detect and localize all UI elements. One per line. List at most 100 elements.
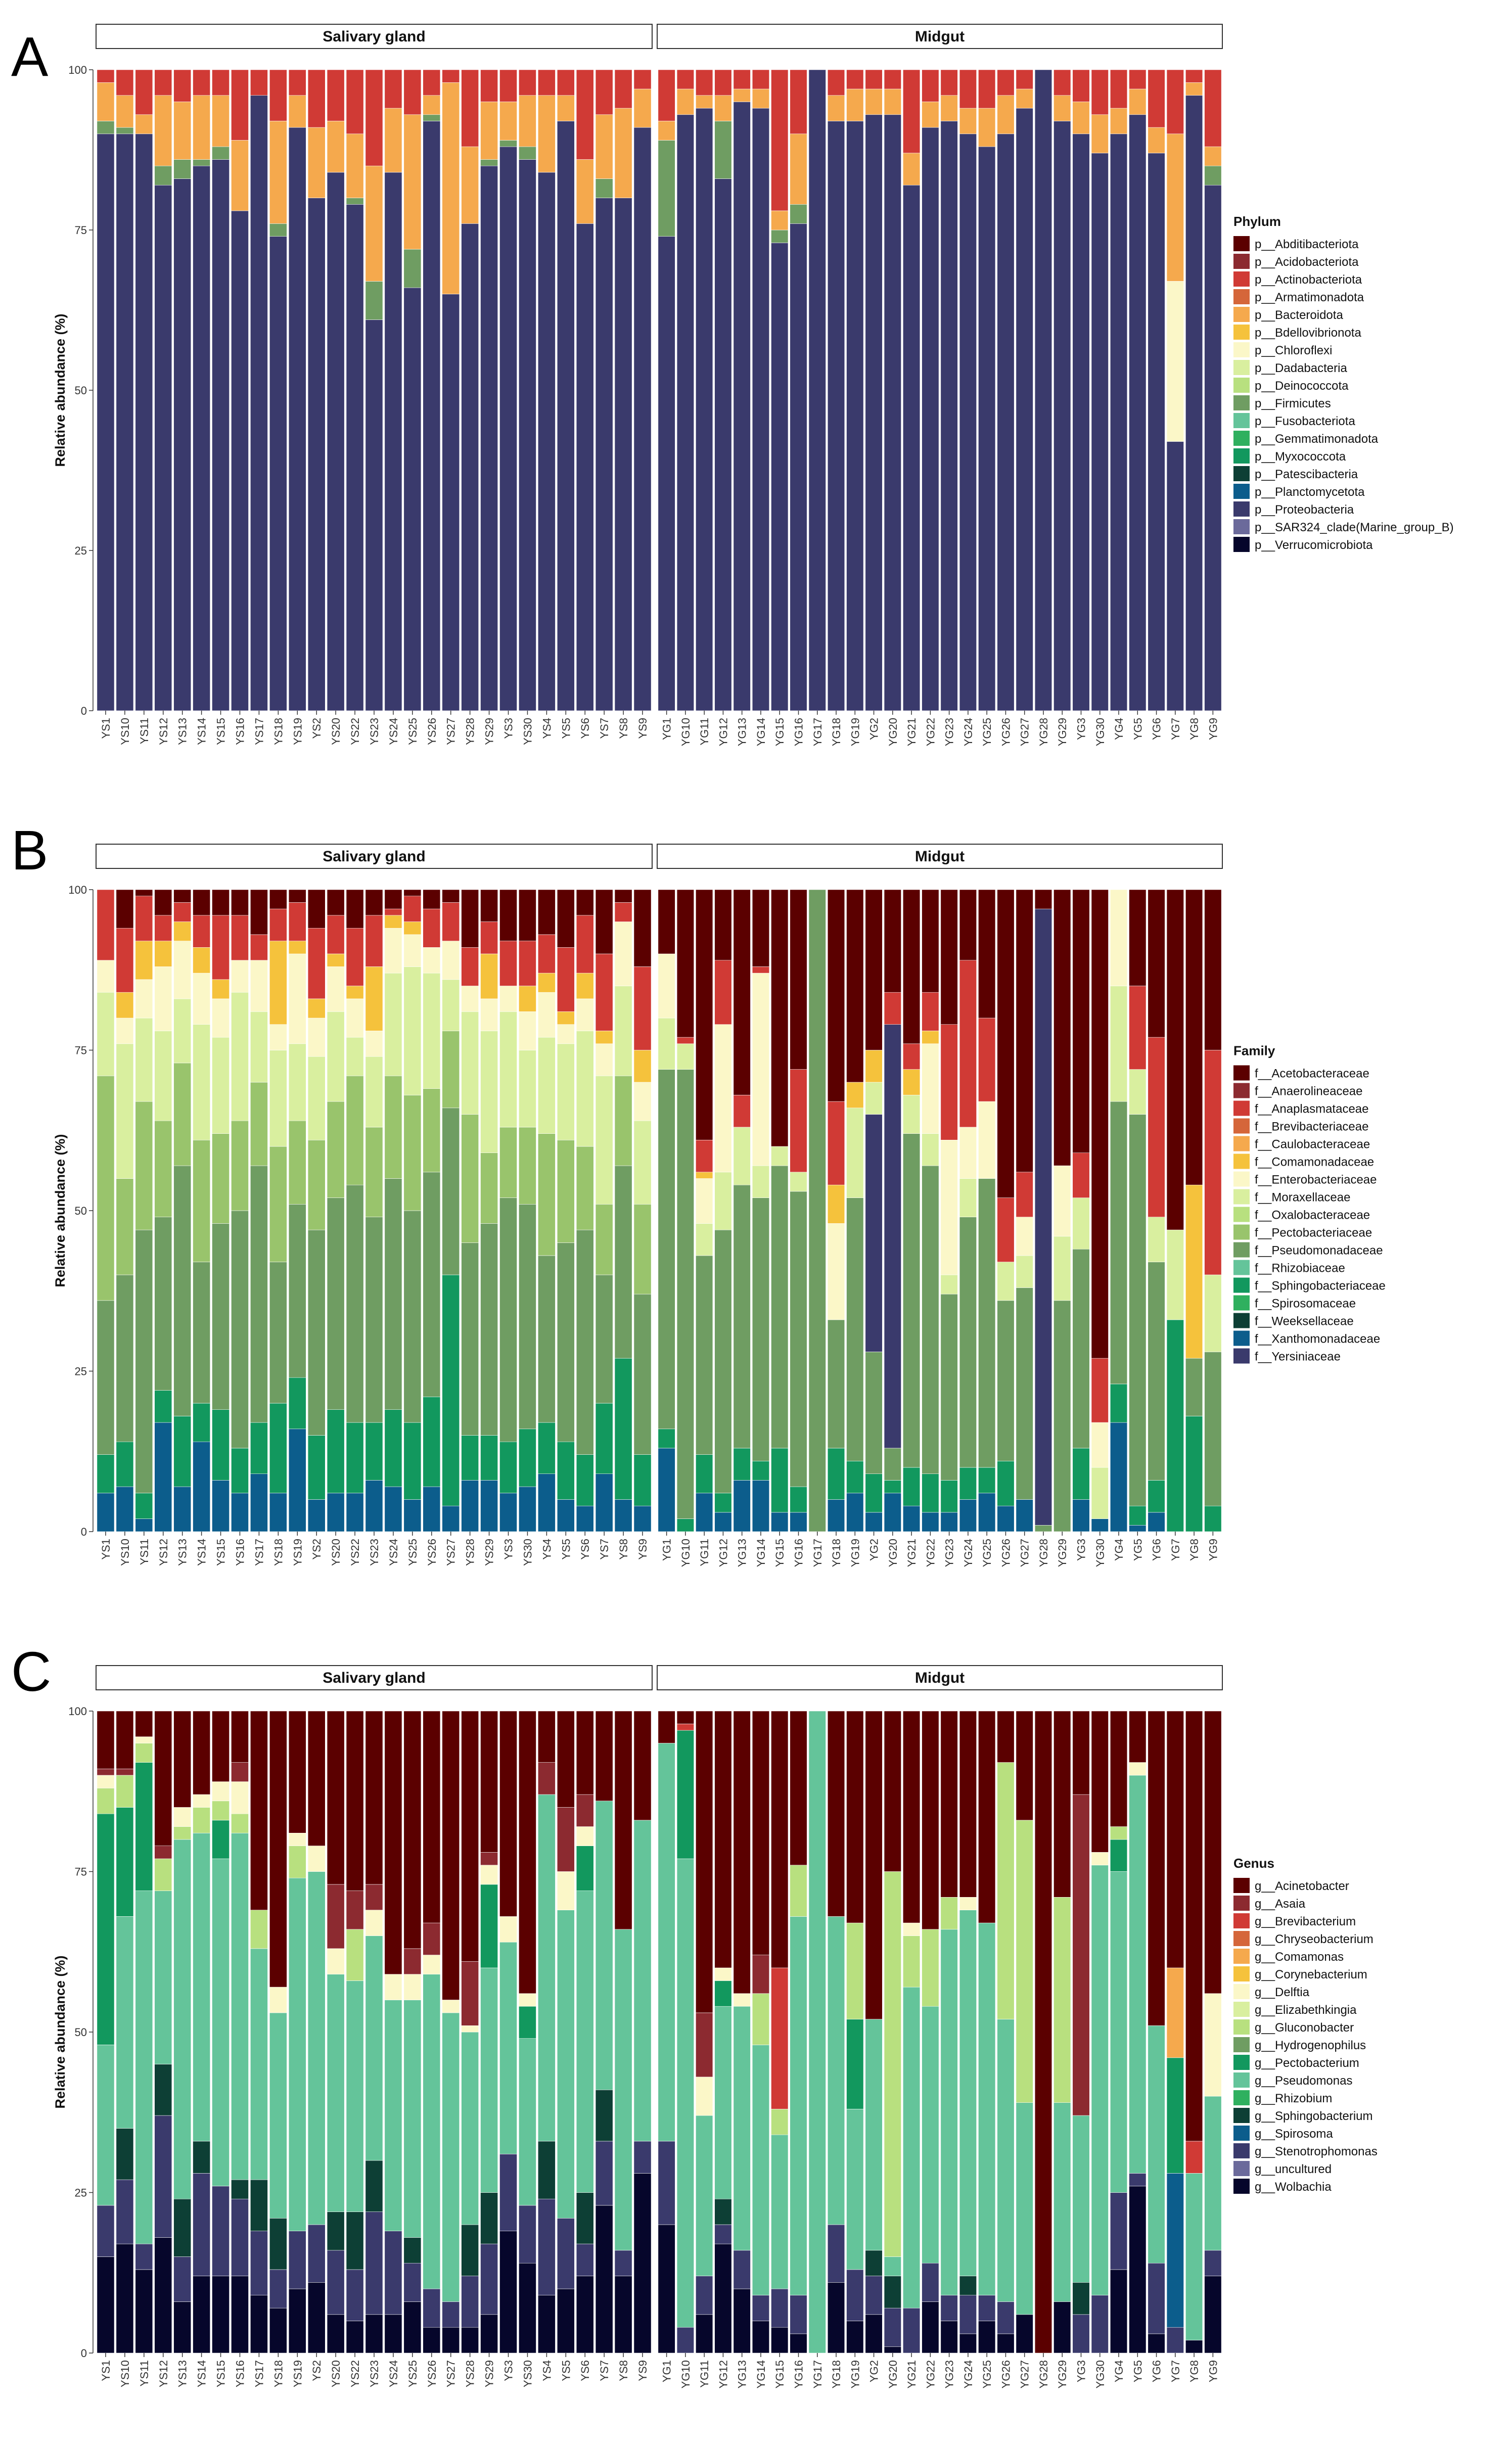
bar-segment-left-YS15-p__Actinobacteriota xyxy=(212,69,230,96)
x-tick-label-YG14: YG14 xyxy=(755,718,767,746)
bar-segment-left-YS8-f__Acetobacteraceae xyxy=(614,889,632,903)
bar-segment-right-YG27-g__Pseudomonas xyxy=(1016,2102,1033,2315)
bar-segment-right-YG23-g__Stenotrophomonas xyxy=(940,2295,958,2321)
bar-segment-right-YG12-p__Actinobacteriota xyxy=(714,69,732,96)
legend-swatch-p__Chloroflexi xyxy=(1233,342,1250,357)
bar-segment-left-YS3-p__Firmicutes xyxy=(499,140,517,147)
bar-segment-left-YS11-g__Acinetobacter xyxy=(135,1711,153,1737)
bar-segment-left-YS28-f__Acetobacteraceae xyxy=(461,889,479,948)
x-tick-label-YG8: YG8 xyxy=(1188,2360,1201,2382)
bar-segment-right-YG16-f__Sphingobacteriaceae xyxy=(790,1486,807,1513)
bar-segment-right-YG2-f__Sphingobacteriaceae xyxy=(865,1473,883,1513)
bar-segment-left-YS6-g__Wolbachia xyxy=(576,2276,594,2354)
bar-segment-left-YS23-g__Sphingobacterium xyxy=(365,2160,383,2212)
bar-segment-right-YG20-f__Yersiniaceae xyxy=(884,1024,901,1449)
bar-segment-right-YG27-p__Bacteroidota xyxy=(1016,88,1033,109)
bar-segment-left-YS11-f__Pseudomonadaceae xyxy=(135,1229,153,1494)
legend-swatch-g__Corynebacterium xyxy=(1233,1966,1250,1981)
bar-segment-right-YG13-g__Wolbachia xyxy=(733,2288,751,2354)
bar-segment-right-YG20-g__Stenotrophomonas xyxy=(884,2308,901,2347)
bar-segment-left-YS10-f__Xanthomonadaceae xyxy=(116,1486,134,1532)
bar-segment-left-YS8-f__Enterobacteriaceae xyxy=(614,921,632,986)
bar-segment-left-YS16-g__Stenotrophomonas xyxy=(231,2198,249,2276)
bar-segment-left-YS27-p__Actinobacteriota xyxy=(442,69,460,83)
bar-segment-right-YG24-f__Pseudomonadaceae xyxy=(959,1217,977,1468)
bar-segment-left-YS9-f__Comamonadaceae xyxy=(633,1050,652,1083)
bar-segment-left-YS7-g__Pseudomonas xyxy=(595,1801,613,2090)
bar-segment-right-YG5-f__Xanthomonadaceae xyxy=(1129,1525,1147,1532)
bar-segment-right-YG26-g__Wolbachia xyxy=(997,2333,1015,2354)
bar-segment-left-YS18-f__Xanthomonadaceae xyxy=(269,1493,287,1532)
bar-segment-right-YG3-f__Moraxellaceae xyxy=(1072,1197,1090,1250)
bar-segment-left-YS2-p__Bacteroidota xyxy=(307,127,326,198)
x-tick-label-YS19: YS19 xyxy=(291,2360,304,2387)
bar-segment-left-YS1-f__Anaplasmataceae xyxy=(97,889,115,960)
x-tick-label-YS14: YS14 xyxy=(196,718,208,745)
bar-segment-right-YG22-f__Acetobacteraceae xyxy=(922,889,939,993)
bar-segment-left-YS3-g__Delftia xyxy=(499,1916,517,1943)
legend-label-p__Deinococcota: p__Deinococcota xyxy=(1255,379,1349,393)
x-tick-label-YG22: YG22 xyxy=(924,1539,937,1567)
bar-segment-right-YG6-p__Actinobacteriota xyxy=(1148,69,1165,128)
x-tick-label-YS16: YS16 xyxy=(234,718,246,745)
bar-segment-left-YS30-f__Enterobacteriaceae xyxy=(519,1011,536,1050)
legend-label-g__Hydrogenophilus: g__Hydrogenophilus xyxy=(1255,2039,1366,2052)
bar-segment-left-YS12-f__Anaplasmataceae xyxy=(154,915,172,941)
x-tick-label-YG18: YG18 xyxy=(830,718,843,746)
bar-segment-right-YG29-p__Proteobacteria xyxy=(1053,121,1071,711)
bar-segment-left-YS8-f__Sphingobacteriaceae xyxy=(614,1358,632,1500)
bar-segment-right-YG19-g__Acinetobacter xyxy=(846,1711,864,1923)
bar-segment-left-YS26-f__Enterobacteriaceae xyxy=(423,947,441,974)
x-tick-label-YG17: YG17 xyxy=(811,2360,824,2388)
bar-segment-left-YS22-g__Acinetobacter xyxy=(346,1711,364,1891)
bar-segment-left-YS27-g__Stenotrophomonas xyxy=(442,2301,460,2328)
bar-segment-right-YG3-f__Sphingobacteriaceae xyxy=(1072,1448,1090,1500)
x-tick-label-YG13: YG13 xyxy=(736,2360,749,2388)
bar-segment-right-YG30-p__Actinobacteriota xyxy=(1091,69,1109,115)
bar-segment-right-YG28-f__Yersiniaceae xyxy=(1034,908,1052,1526)
bar-segment-left-YS12-g__Stenotrophomonas xyxy=(154,2115,172,2238)
legend-swatch-g__Gluconobacter xyxy=(1233,2019,1250,2035)
bar-segment-right-YG6-f__Pseudomonadaceae xyxy=(1148,1262,1165,1481)
bar-segment-left-YS5-g__Asaia xyxy=(557,1807,575,1872)
bar-segment-left-YS26-g__Delftia xyxy=(423,1955,441,1975)
bar-segment-left-YS24-g__Wolbachia xyxy=(384,2314,402,2354)
bar-segment-left-YS10-f__Sphingobacteriaceae xyxy=(116,1441,134,1487)
bar-segment-left-YS24-p__Proteobacteria xyxy=(384,172,402,711)
bar-segment-left-YS30-g__Pseudomonas xyxy=(519,2038,536,2206)
bar-segment-left-YS26-f__Pectobacteriaceae xyxy=(423,1088,441,1173)
bar-segment-left-YS23-g__Delftia xyxy=(365,1910,383,1936)
bar-segment-left-YS15-f__Moraxellaceae xyxy=(212,1037,230,1134)
x-tick-label-YG29: YG29 xyxy=(1056,718,1069,746)
bar-segment-right-YG26-f__Sphingobacteriaceae xyxy=(997,1461,1015,1506)
bar-segment-left-YS13-f__Pseudomonadaceae xyxy=(173,1165,192,1416)
bar-segment-left-YS7-f__Pectobacteriaceae xyxy=(595,1204,613,1275)
bar-segment-left-YS16-f__Acetobacteraceae xyxy=(231,889,249,916)
bar-segment-left-YS29-f__Pseudomonadaceae xyxy=(480,1223,498,1436)
bar-segment-left-YS20-g__Asaia xyxy=(327,1884,345,1949)
x-tick-label-YG21: YG21 xyxy=(905,718,918,746)
bar-segment-right-YG11-f__Acetobacteraceae xyxy=(696,889,713,1140)
bar-segment-right-YG14-f__Sphingobacteriaceae xyxy=(752,1461,770,1481)
bar-segment-left-YS3-p__Actinobacteriota xyxy=(499,69,517,102)
bar-segment-right-YG11-p__Actinobacteriota xyxy=(696,69,713,96)
bar-segment-left-YS25-g__Acinetobacter xyxy=(403,1711,422,1949)
x-tick-label-YS8: YS8 xyxy=(617,1539,630,1560)
bar-segment-left-YS14-p__Bacteroidota xyxy=(193,95,210,160)
bar-segment-left-YS8-f__Pseudomonadaceae xyxy=(614,1165,632,1359)
bar-segment-left-YS5-f__Pectobacteriaceae xyxy=(557,1140,575,1243)
bar-segment-left-YS13-f__Acetobacteraceae xyxy=(173,889,192,903)
bar-segment-left-YS17-g__Stenotrophomonas xyxy=(250,2231,268,2296)
bar-segment-left-YS2-g__Acinetobacter xyxy=(307,1711,326,1847)
legend-swatch-p__Actinobacteriota xyxy=(1233,271,1250,287)
bar-segment-left-YS6-p__Actinobacteriota xyxy=(576,69,594,160)
x-tick-label-YG12: YG12 xyxy=(717,2360,729,2388)
bar-segment-right-YG22-g__Pseudomonas xyxy=(922,2006,939,2264)
bar-segment-left-YS22-f__Moraxellaceae xyxy=(346,1037,364,1076)
x-tick-label-YG26: YG26 xyxy=(999,1539,1012,1567)
bar-segment-right-YG25-g__Acinetobacter xyxy=(978,1711,996,1923)
bar-segment-right-YG25-g__Stenotrophomonas xyxy=(978,2295,996,2321)
bar-segment-right-YG23-f__Pseudomonadaceae xyxy=(940,1294,958,1481)
bar-segment-left-YS11-f__Pectobacteriaceae xyxy=(135,1101,153,1230)
bar-segment-left-YS17-f__Anaplasmataceae xyxy=(250,934,268,961)
